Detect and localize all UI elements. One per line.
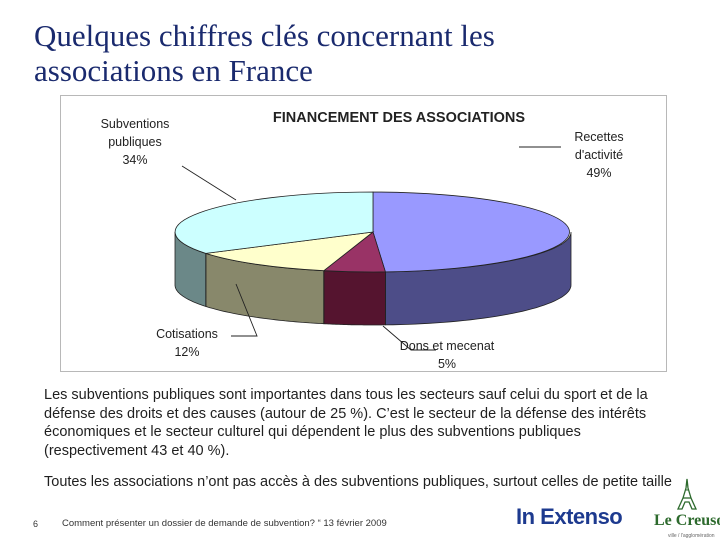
pie-labels: Recettes d'activité 49% Dons et mecenat 5% Co…	[101, 117, 624, 371]
slice-label-line: 49%	[586, 166, 611, 180]
pie-chart-svg: FINANCEMENT DES ASSOCIATIONS Recettes d'a…	[101, 110, 624, 371]
slice-label-line: Cotisations	[156, 327, 218, 341]
slice-label-line: 5%	[438, 357, 456, 371]
pie-slice-subventions-publiques	[174, 191, 374, 254]
slice-label-subventions-publiques: Subventions publiques 34%	[101, 117, 170, 167]
chart-title: FINANCEMENT DES ASSOCIATIONS	[273, 110, 525, 126]
slice-label-line: 34%	[122, 153, 147, 167]
body-paragraph-1: Les subventions publiques sont important…	[44, 387, 648, 459]
logo-le-creusot-name: Le Creusot	[654, 512, 720, 529]
pie-sides	[174, 231, 572, 326]
slice-label-recettes-d-activit: Recettes d'activité 49%	[574, 130, 623, 180]
pie-tops	[174, 191, 570, 273]
slice-label-line: 12%	[174, 345, 199, 359]
page-number: 6	[33, 519, 39, 529]
leader-line-dons-et-mecenat	[382, 325, 436, 351]
eiffel-tower-icon	[676, 478, 698, 510]
body-paragraph-2: Toutes les associations n’ont pas accès …	[44, 474, 672, 490]
slice-label-line: publiques	[108, 135, 162, 149]
slice-label-line: Subventions	[101, 117, 170, 131]
slice-label-dons-et-mecenat: Dons et mecenat 5%	[400, 339, 495, 371]
slide-title: Quelques chiffres clés concernant les as…	[34, 18, 674, 88]
pie-chart: FINANCEMENT DES ASSOCIATIONS Recettes d'a…	[60, 95, 667, 372]
slice-label-line: Dons et mecenat	[400, 339, 495, 353]
slice-label-line: d'activité	[575, 148, 623, 162]
pie-slice-recettes-d-activit	[372, 191, 570, 273]
slide-title-line-2: associations en France	[34, 53, 313, 88]
footer-text: Comment présenter un dossier de demande …	[62, 518, 387, 529]
logo-in-extenso: In Extenso	[516, 504, 623, 529]
pie-side-dons-et-mecenat	[323, 270, 386, 326]
logo-le-creusot-subtitle: ville / l'agglomération	[668, 533, 715, 539]
pie-slice-cotisations	[205, 231, 375, 272]
slice-label-cotisations: Cotisations 12%	[156, 327, 218, 359]
pie-leader-lines	[181, 146, 561, 351]
slide-title-line-1: Quelques chiffres clés concernant les	[34, 18, 495, 53]
leader-line-subventions-publiques	[181, 165, 237, 201]
leader-line-cotisations	[231, 283, 258, 337]
slice-label-line: Recettes	[574, 130, 623, 144]
